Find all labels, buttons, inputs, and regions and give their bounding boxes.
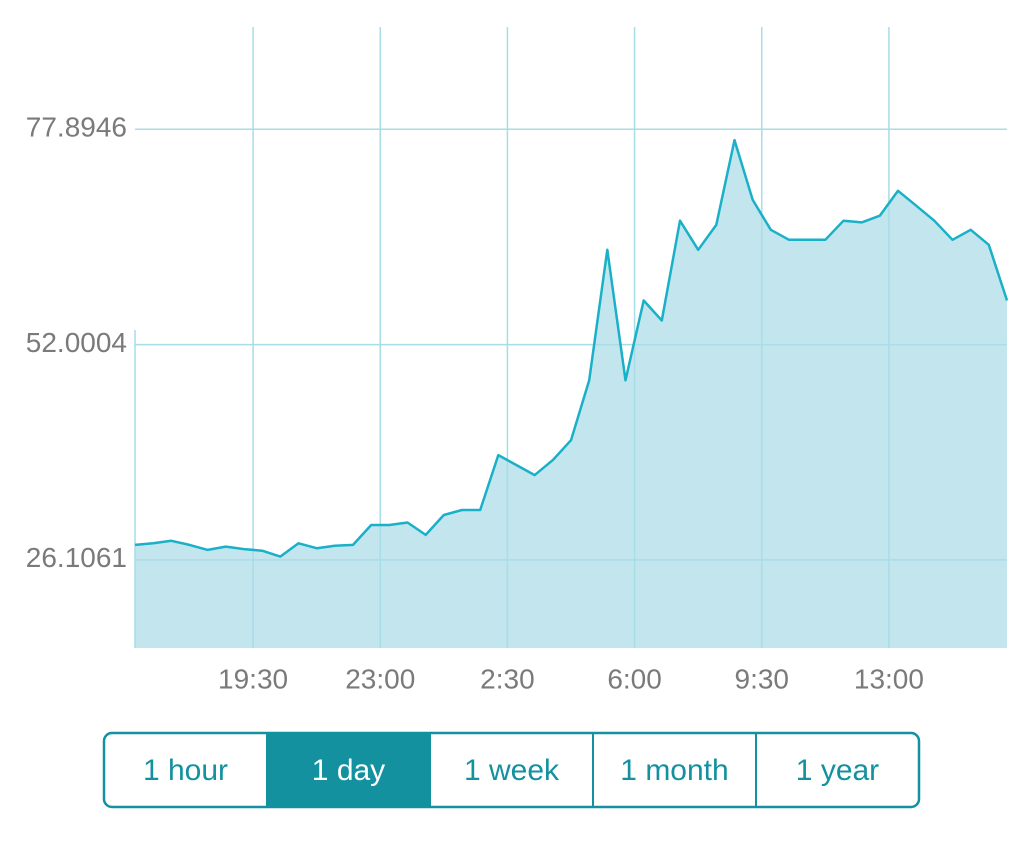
y-tick-label: 26.1061 (26, 542, 127, 573)
range-label: 1 week (464, 754, 560, 787)
x-tick-label: 23:00 (345, 663, 415, 694)
range-button[interactable]: 1 week (464, 754, 560, 787)
range-label: 1 hour (143, 754, 228, 787)
x-tick-label: 2:30 (480, 663, 535, 694)
button-frame (102, 731, 921, 809)
range-button[interactable]: 1 day (267, 733, 430, 807)
range-button[interactable]: 1 hour (143, 754, 228, 787)
x-tick-label: 19:30 (218, 663, 288, 694)
y-tick-label: 52.0004 (26, 327, 127, 358)
range-label: 1 month (620, 754, 728, 787)
range-label: 1 day (312, 754, 385, 787)
x-tick-label: 13:00 (854, 663, 924, 694)
line (134, 138, 1009, 558)
x-tick-label: 9:30 (735, 663, 790, 694)
range-label: 1 year (796, 754, 879, 787)
area (135, 140, 1007, 648)
y-tick-label: 77.8946 (26, 112, 127, 143)
range-button[interactable]: 1 month (620, 754, 728, 787)
selected-bg (267, 733, 430, 807)
range-button[interactable]: 1 year (796, 754, 879, 787)
x-tick-label: 6:00 (607, 663, 662, 694)
